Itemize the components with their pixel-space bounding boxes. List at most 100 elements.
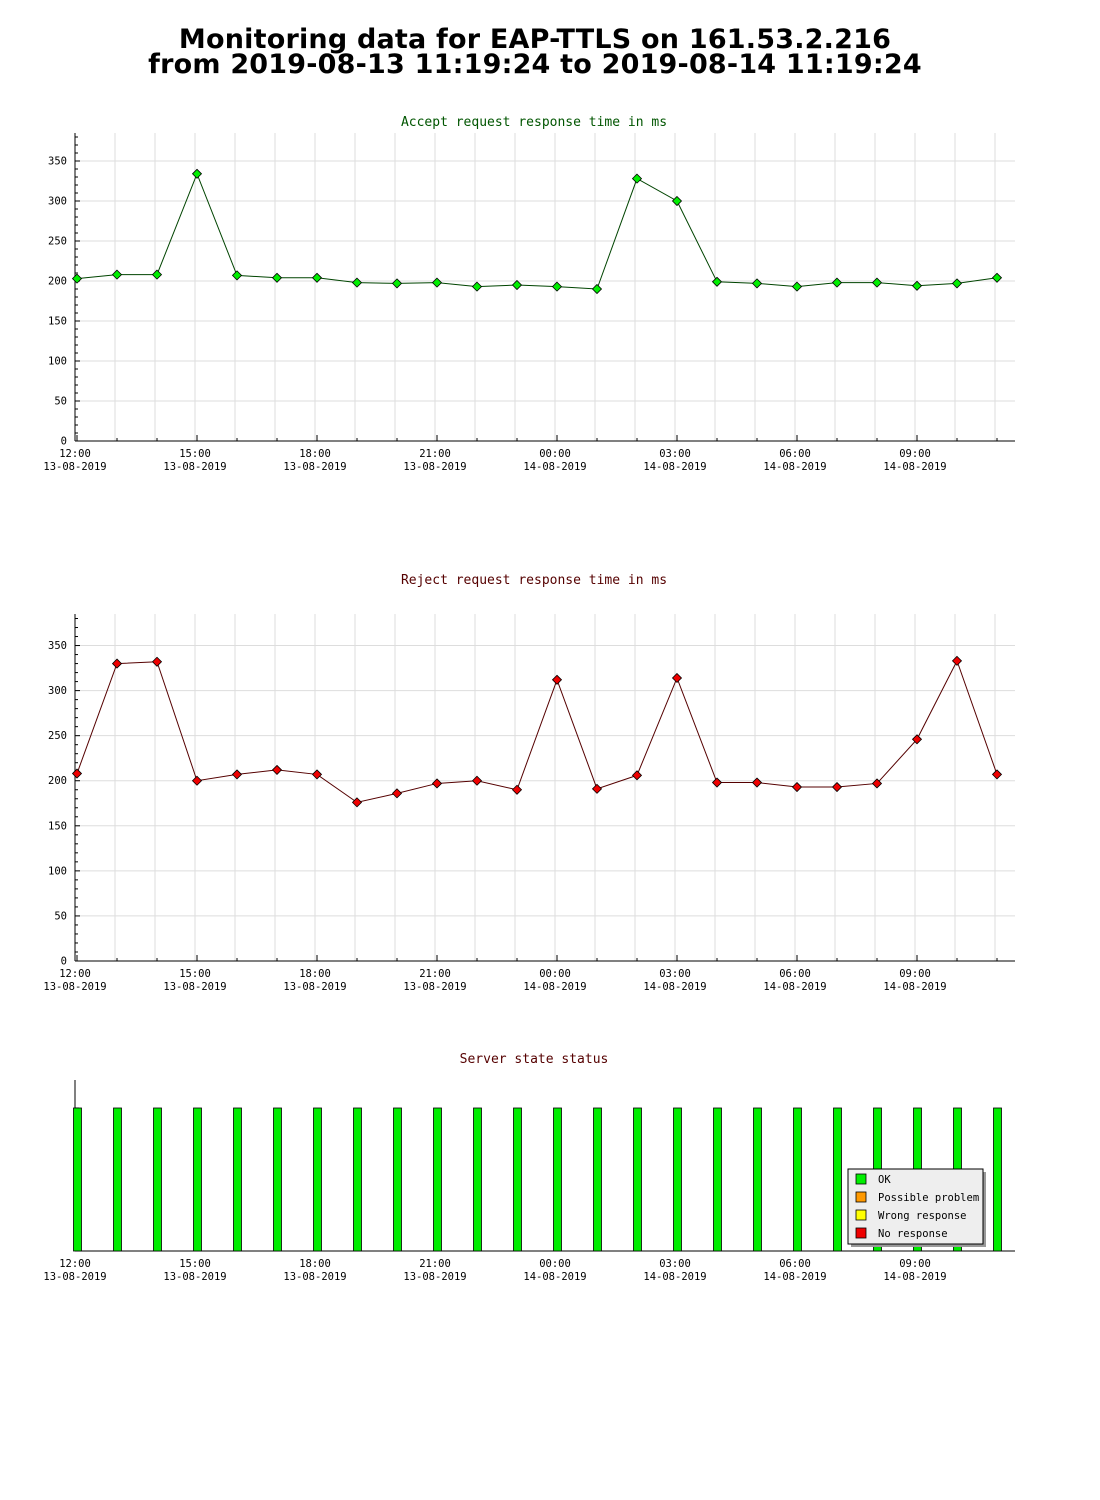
accept-data-point bbox=[591, 283, 603, 295]
accept-data-point bbox=[271, 272, 283, 283]
x-tick-label-date: 13-08-2019 bbox=[43, 1271, 106, 1283]
legend-swatch bbox=[855, 1209, 867, 1221]
reject-response-chart: 0 50 100 150 200 250 300 350 Reject request resp… bbox=[43, 573, 1015, 993]
server-state-chart: Server state status12:0013-08-201915:001… bbox=[43, 1052, 1015, 1283]
status-bar bbox=[633, 1107, 642, 1252]
reject-data-point bbox=[151, 656, 163, 667]
x-tick-label-time: 06:00 bbox=[779, 1258, 811, 1270]
reject-data-point bbox=[911, 734, 923, 745]
x-tick-label-time: 12:00 bbox=[59, 1258, 91, 1270]
x-tick-label-date: 13-08-2019 bbox=[403, 1271, 466, 1283]
x-tick-label-date: 13-08-2019 bbox=[43, 461, 106, 473]
legend-swatch bbox=[855, 1191, 867, 1203]
accept-data-point bbox=[231, 270, 243, 281]
x-tick-label-time: 21:00 bbox=[419, 1258, 451, 1270]
status-bar bbox=[593, 1107, 602, 1252]
x-tick-label-time: 18:00 bbox=[299, 968, 331, 980]
reject-data-point bbox=[231, 769, 243, 780]
x-tick-label-time: 15:00 bbox=[179, 1258, 211, 1270]
x-tick-label-date: 13-08-2019 bbox=[283, 1271, 346, 1283]
legend-label: No response bbox=[878, 1228, 948, 1240]
x-tick-label-date: 13-08-2019 bbox=[43, 981, 106, 993]
x-tick-label-time: 03:00 bbox=[659, 968, 691, 980]
y-tick-label: 300 bbox=[48, 196, 67, 208]
reject-data-point bbox=[591, 783, 603, 794]
status-bar bbox=[993, 1107, 1002, 1252]
y-tick-label: 200 bbox=[48, 775, 67, 787]
x-tick-label-date: 14-08-2019 bbox=[763, 981, 826, 993]
accept-data-point bbox=[431, 277, 443, 288]
y-tick-label: 350 bbox=[48, 640, 67, 652]
accept-data-point bbox=[991, 272, 1003, 283]
legend-swatch bbox=[855, 1173, 867, 1185]
x-tick-label-time: 21:00 bbox=[419, 448, 451, 460]
accept-data-point bbox=[191, 168, 203, 179]
status-bar bbox=[473, 1107, 482, 1252]
y-tick-label: 250 bbox=[48, 236, 67, 248]
reject-data-point bbox=[511, 784, 523, 795]
x-tick-label-time: 03:00 bbox=[659, 1258, 691, 1270]
reject-data-point bbox=[391, 788, 403, 799]
accept-data-point bbox=[111, 269, 123, 280]
x-tick-label-date: 13-08-2019 bbox=[163, 1271, 226, 1283]
y-tick-label: 50 bbox=[54, 910, 67, 922]
accept-data-point bbox=[511, 279, 523, 291]
x-tick-label-date: 14-08-2019 bbox=[643, 1271, 706, 1283]
reject-data-point bbox=[791, 781, 803, 793]
reject-data-point bbox=[271, 764, 283, 775]
status-bar bbox=[753, 1107, 762, 1252]
y-tick-label: 100 bbox=[48, 865, 67, 877]
y-tick-label: 150 bbox=[48, 316, 67, 328]
status-bar bbox=[793, 1107, 802, 1252]
reject-data-point bbox=[831, 781, 843, 793]
x-tick-label-time: 12:00 bbox=[59, 968, 91, 980]
status-bar bbox=[233, 1107, 242, 1252]
status-bar bbox=[713, 1107, 722, 1252]
status-bar bbox=[113, 1107, 122, 1252]
status-bar bbox=[73, 1107, 82, 1252]
reject-data-point bbox=[351, 797, 363, 808]
x-tick-label-date: 13-08-2019 bbox=[403, 461, 466, 473]
x-tick-label-time: 00:00 bbox=[539, 448, 571, 460]
x-tick-label-time: 18:00 bbox=[299, 1258, 331, 1270]
accept-data-point bbox=[871, 277, 883, 288]
x-tick-label-time: 15:00 bbox=[179, 968, 211, 980]
accept-data-point bbox=[631, 173, 643, 184]
x-tick-label-date: 14-08-2019 bbox=[883, 461, 946, 473]
reject-data-point bbox=[871, 778, 883, 789]
x-tick-label-date: 14-08-2019 bbox=[763, 461, 826, 473]
x-tick-label-time: 15:00 bbox=[179, 448, 211, 460]
y-tick-label: 150 bbox=[48, 820, 67, 832]
x-tick-label-time: 09:00 bbox=[899, 448, 931, 460]
status-chart-title: Server state status bbox=[460, 1052, 609, 1067]
status-bar bbox=[553, 1107, 562, 1252]
x-tick-label-date: 14-08-2019 bbox=[643, 981, 706, 993]
accept-data-point bbox=[151, 269, 163, 280]
status-bar bbox=[193, 1107, 202, 1252]
accept-chart-title: Accept request response time in ms bbox=[401, 115, 667, 130]
legend-swatch bbox=[855, 1227, 867, 1239]
x-tick-label-date: 13-08-2019 bbox=[163, 461, 226, 473]
legend-box bbox=[847, 1168, 984, 1245]
status-bar bbox=[153, 1107, 162, 1252]
x-tick-label-time: 00:00 bbox=[539, 968, 571, 980]
accept-data-point bbox=[951, 278, 963, 289]
legend-label: Wrong response bbox=[878, 1210, 967, 1222]
y-tick-label: 200 bbox=[48, 276, 67, 288]
y-tick-label: 100 bbox=[48, 356, 67, 368]
status-bar bbox=[833, 1107, 842, 1252]
x-tick-label-time: 12:00 bbox=[59, 448, 91, 460]
accept-data-point bbox=[711, 276, 723, 287]
reject-data-point bbox=[191, 775, 203, 786]
legend-label: OK bbox=[878, 1174, 891, 1186]
y-tick-label: 50 bbox=[54, 396, 67, 408]
x-tick-label-date: 13-08-2019 bbox=[283, 461, 346, 473]
reject-data-point bbox=[431, 778, 443, 789]
reject-chart-title: Reject request response time in ms bbox=[401, 573, 667, 588]
legend-label: Possible problem bbox=[878, 1192, 979, 1204]
accept-data-point bbox=[911, 280, 923, 291]
reject-data-point bbox=[751, 777, 763, 788]
accept-data-point bbox=[791, 281, 803, 292]
accept-data-point bbox=[351, 277, 363, 288]
